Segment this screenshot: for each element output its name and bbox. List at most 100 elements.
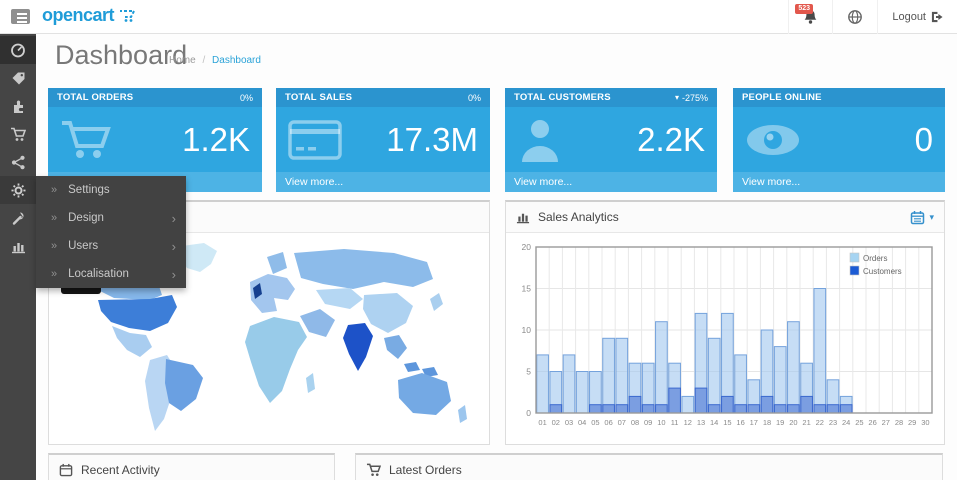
tile-value: 0 bbox=[914, 120, 933, 158]
wrench-icon bbox=[12, 211, 24, 225]
sidebar-item-extensions[interactable] bbox=[0, 92, 36, 120]
svg-text:29: 29 bbox=[908, 418, 916, 427]
stores-button[interactable] bbox=[832, 0, 877, 34]
tile-header: TOTAL CUSTOMERS ▾ -275% bbox=[505, 88, 717, 107]
globe-icon bbox=[848, 10, 863, 24]
tile-header: PEOPLE ONLINE bbox=[733, 88, 945, 107]
submenu-item-localisation[interactable]: » Localisation › bbox=[36, 260, 186, 288]
sidebar-item-marketing[interactable] bbox=[0, 148, 36, 176]
tile-body: 2.2K bbox=[505, 107, 717, 172]
sales-analytics-panel: Sales Analytics ▾ 0 5 10 15 20 01 02 03 04 05 06 07… bbox=[505, 200, 945, 445]
map-usa bbox=[98, 295, 177, 331]
tile-percent: 0% bbox=[467, 92, 481, 103]
tile-value: 17.3M bbox=[386, 120, 478, 158]
double-chevron-icon: » bbox=[51, 268, 58, 280]
svg-text:15: 15 bbox=[723, 418, 731, 427]
svg-text:20: 20 bbox=[522, 242, 532, 252]
tile-total-sales: TOTAL SALES 0% 17.3M View more... bbox=[276, 88, 490, 192]
dashboard-icon bbox=[11, 43, 25, 58]
logout-label: Logout bbox=[892, 11, 926, 23]
user-icon bbox=[522, 119, 558, 162]
svg-text:06: 06 bbox=[604, 418, 612, 427]
tile-view-more-link[interactable]: View more... bbox=[505, 172, 717, 192]
svg-text:28: 28 bbox=[895, 418, 903, 427]
chevron-right-icon: › bbox=[171, 238, 176, 254]
sidebar-item-sales[interactable] bbox=[0, 120, 36, 148]
credit-card-icon bbox=[288, 119, 342, 160]
logout-button[interactable]: Logout bbox=[877, 0, 957, 34]
svg-text:21: 21 bbox=[802, 418, 810, 427]
sidebar-item-dashboard[interactable] bbox=[0, 36, 36, 64]
map-se-asia bbox=[384, 335, 407, 359]
share-icon bbox=[11, 155, 25, 169]
panel-title: Sales Analytics bbox=[538, 210, 619, 224]
svg-text:27: 27 bbox=[882, 418, 890, 427]
sidebar-item-reports[interactable] bbox=[0, 232, 36, 260]
menu-toggle-button[interactable] bbox=[11, 9, 30, 24]
submenu-item-design[interactable]: » Design › bbox=[36, 204, 186, 232]
breadcrumb: Home / Dashboard bbox=[169, 55, 261, 66]
sidebar-item-system[interactable] bbox=[0, 176, 36, 204]
tile-header: TOTAL SALES 0% bbox=[276, 88, 490, 107]
double-chevron-icon: » bbox=[51, 212, 58, 224]
svg-text:22: 22 bbox=[816, 418, 824, 427]
double-chevron-icon: » bbox=[51, 240, 58, 252]
panel-title: Recent Activity bbox=[81, 463, 160, 477]
sign-out-icon bbox=[931, 11, 943, 23]
tile-view-more-link[interactable]: View more... bbox=[276, 172, 490, 192]
date-range-dropdown[interactable]: ▾ bbox=[910, 210, 934, 225]
svg-text:02: 02 bbox=[552, 418, 560, 427]
map-central-asia bbox=[316, 288, 363, 309]
svg-text:18: 18 bbox=[763, 418, 771, 427]
sidebar bbox=[0, 34, 36, 480]
map-mexico bbox=[112, 326, 152, 357]
tile-body: 1.2K bbox=[48, 107, 262, 172]
svg-text:30: 30 bbox=[921, 418, 929, 427]
breadcrumb-separator: / bbox=[202, 55, 206, 66]
bar-chart-icon bbox=[516, 213, 530, 224]
svg-text:11: 11 bbox=[671, 418, 679, 427]
map-europe bbox=[250, 274, 295, 313]
double-chevron-icon: » bbox=[51, 184, 58, 196]
notifications-button[interactable]: 523 bbox=[788, 0, 832, 34]
tile-total-customers: TOTAL CUSTOMERS ▾ -275% 2.2K View more... bbox=[505, 88, 717, 192]
submenu-item-users[interactable]: » Users › bbox=[36, 232, 186, 260]
caret-down-icon: ▾ bbox=[929, 211, 934, 222]
caret-down-icon: ▾ bbox=[674, 93, 679, 102]
submenu-item-label: Localisation bbox=[68, 268, 129, 280]
svg-text:25: 25 bbox=[855, 418, 863, 427]
breadcrumb-home-link[interactable]: Home bbox=[169, 55, 196, 66]
submenu-item-label: Settings bbox=[68, 184, 110, 196]
submenu-item-settings[interactable]: » Settings bbox=[36, 176, 186, 204]
breadcrumb-dashboard-link[interactable]: Dashboard bbox=[212, 55, 261, 66]
map-india bbox=[343, 323, 373, 371]
svg-text:12: 12 bbox=[684, 418, 692, 427]
calendar-icon bbox=[911, 210, 925, 224]
sidebar-item-tools[interactable] bbox=[0, 204, 36, 232]
map-africa bbox=[245, 317, 307, 403]
latest-orders-panel: Latest Orders bbox=[355, 453, 943, 480]
map-uk bbox=[253, 283, 262, 299]
svg-text:15: 15 bbox=[522, 284, 532, 294]
tile-title: PEOPLE ONLINE bbox=[742, 92, 822, 103]
map-japan bbox=[430, 293, 443, 311]
tile-title: TOTAL ORDERS bbox=[57, 92, 134, 103]
svg-text:07: 07 bbox=[618, 418, 626, 427]
top-bar: opencart 523 Log bbox=[0, 0, 957, 34]
svg-text:13: 13 bbox=[697, 418, 705, 427]
tile-view-more-link[interactable]: View more... bbox=[733, 172, 945, 192]
opencart-logo[interactable]: opencart bbox=[42, 5, 138, 26]
tile-body: 0 bbox=[733, 107, 945, 172]
svg-text:20: 20 bbox=[789, 418, 797, 427]
map-china bbox=[363, 293, 413, 333]
svg-text:10: 10 bbox=[657, 418, 665, 427]
map-brazil bbox=[165, 359, 203, 411]
svg-text:23: 23 bbox=[829, 418, 837, 427]
map-middle-east bbox=[300, 309, 335, 337]
tile-percent-value: -275% bbox=[681, 92, 708, 103]
sidebar-item-catalog[interactable] bbox=[0, 64, 36, 92]
recent-activity-panel: Recent Activity bbox=[48, 453, 335, 480]
cart-icon bbox=[366, 463, 381, 476]
